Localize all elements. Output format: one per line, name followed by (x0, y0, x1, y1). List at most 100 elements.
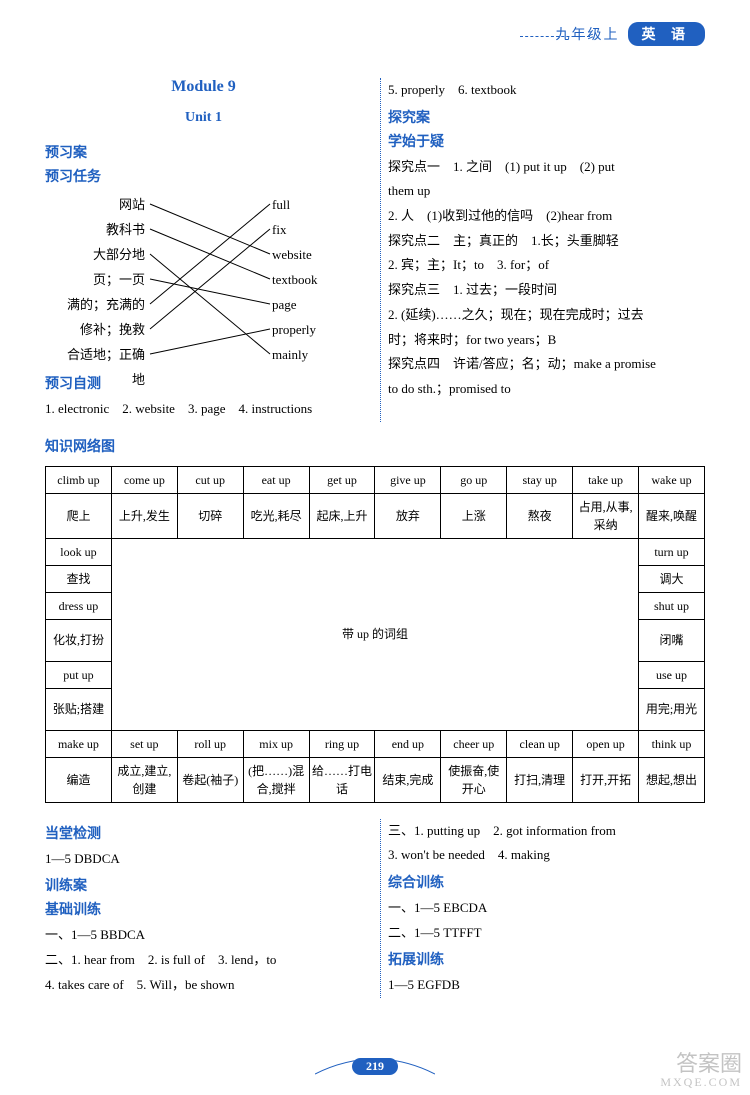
left-column: Module 9 Unit 1 预习案 预习任务 网站 教科书 大部分地 页；一… (45, 78, 370, 422)
match-left-item: 大部分地 (65, 242, 145, 267)
cell: 查找 (46, 565, 112, 592)
cell: make up (46, 730, 112, 757)
match-right-item: fix (272, 217, 342, 242)
cell: (把……)混合,搅拌 (243, 757, 309, 802)
cell: 醒来,唤醒 (639, 493, 705, 538)
right-line: 2. 宾；主；It；to 3. for；of (388, 253, 705, 278)
cell: open up (573, 730, 639, 757)
preview-case-heading: 预习案 (45, 142, 362, 162)
table-row: look up 带 up 的词组 turn up (46, 538, 705, 565)
answer-line: 1—5 DBDCA (45, 847, 362, 872)
cell: take up (573, 466, 639, 493)
column-divider (380, 78, 381, 422)
match-right-item: mainly (272, 342, 342, 367)
table-row: make up set up roll up mix up ring up en… (46, 730, 705, 757)
right-column: 5. properly 6. textbook 探究案 学始于疑 探究点一 1.… (380, 78, 705, 422)
preview-selftest-heading: 预习自测 (45, 373, 362, 393)
cell: 结束,完成 (375, 757, 441, 802)
cell: put up (46, 661, 112, 688)
watermark: 答案圈 MXQE.COM (660, 1052, 742, 1089)
answer-line: 二、1. hear from 2. is full of 3. lend，to (45, 948, 362, 973)
cell: 使振奋,使开心 (441, 757, 507, 802)
grade-label: 九年级上 (556, 24, 620, 44)
watermark-line2: MXQE.COM (660, 1076, 742, 1089)
cell: roll up (177, 730, 243, 757)
cell: 给……打电话 (309, 757, 375, 802)
cell: 上涨 (441, 493, 507, 538)
column-divider (380, 819, 381, 998)
comprehensive-train-heading: 综合训练 (388, 872, 705, 892)
knowledge-network-heading: 知识网络图 (45, 436, 705, 456)
top-columns: Module 9 Unit 1 预习案 预习任务 网站 教科书 大部分地 页；一… (45, 78, 705, 422)
basic-train-heading: 基础训练 (45, 899, 362, 919)
cell: end up (375, 730, 441, 757)
right-line: 时；将来时；for two years；B (388, 328, 705, 353)
answer-line: 4. takes care of 5. Will，be shown (45, 973, 362, 998)
cell: 吃光,耗尽 (243, 493, 309, 538)
match-right-item: website (272, 242, 342, 267)
right-line: 探究点一 1. 之间 (1) put it up (2) put (388, 155, 705, 180)
cell: 起床,上升 (309, 493, 375, 538)
cell: 打扫,清理 (507, 757, 573, 802)
answer-line: 1—5 EGFDB (388, 973, 705, 998)
cell: eat up (243, 466, 309, 493)
answer-line: 3. won't be needed 4. making (388, 843, 705, 868)
cell: wake up (639, 466, 705, 493)
explore-case-heading: 探究案 (388, 107, 705, 127)
cell: set up (111, 730, 177, 757)
header-dash-line (520, 36, 590, 37)
cell: turn up (639, 538, 705, 565)
cell: give up (375, 466, 441, 493)
cell: 编造 (46, 757, 112, 802)
right-line: 5. properly 6. textbook (388, 78, 705, 103)
watermark-line1: 答案圈 (660, 1052, 742, 1076)
cell: 张贴;搭建 (46, 688, 112, 730)
right-line: 探究点二 主；真正的 1.长；头重脚轻 (388, 229, 705, 254)
unit-title: Unit 1 (45, 110, 362, 126)
right-line: 2. (延续)……之久；现在；现在完成时；过去 (388, 303, 705, 328)
table-row: climb up come up cut up eat up get up gi… (46, 466, 705, 493)
match-left-item: 页；一页 (65, 267, 145, 292)
bottom-right-column: 三、1. putting up 2. got information from … (380, 819, 705, 998)
cell: cut up (177, 466, 243, 493)
right-line: them up (388, 179, 705, 204)
page-header: 九年级上 英 语 (556, 22, 706, 46)
match-left-item: 教科书 (65, 217, 145, 242)
table-row: 编造 成立,建立,创建 卷起(袖子) (把……)混合,搅拌 给……打电话 结束,… (46, 757, 705, 802)
cell: 爬上 (46, 493, 112, 538)
cell: 闭嘴 (639, 619, 705, 661)
right-line: 探究点三 1. 过去；一段时间 (388, 278, 705, 303)
train-case-heading: 训练案 (45, 875, 362, 895)
cell: 用完;用光 (639, 688, 705, 730)
cell: 占用,从事,采纳 (573, 493, 639, 538)
answer-line: 一、1—5 EBCDA (388, 896, 705, 921)
center-label: 带 up 的词组 (111, 538, 638, 730)
preview-task-heading: 预习任务 (45, 166, 362, 186)
right-line: 探究点四 许诺/答应；名；动；make a promise (388, 352, 705, 377)
bottom-columns: 当堂检测 1—5 DBDCA 训练案 基础训练 一、1—5 BBDCA 二、1.… (45, 819, 705, 998)
cell: ring up (309, 730, 375, 757)
match-right-item: page (272, 292, 342, 317)
cell: go up (441, 466, 507, 493)
match-right-item: textbook (272, 267, 342, 292)
match-right-list: full fix website textbook page properly … (272, 192, 342, 367)
cell: come up (111, 466, 177, 493)
cell: get up (309, 466, 375, 493)
answer-line: 一、1—5 BBDCA (45, 923, 362, 948)
cell: 想起,想出 (639, 757, 705, 802)
module-title: Module 9 (45, 78, 362, 96)
extend-train-heading: 拓展训练 (388, 949, 705, 969)
explore-start-heading: 学始于疑 (388, 131, 705, 151)
cell: look up (46, 538, 112, 565)
cell: clean up (507, 730, 573, 757)
cell: climb up (46, 466, 112, 493)
answer-line: 三、1. putting up 2. got information from (388, 819, 705, 844)
answer-line: 二、1—5 TTFFT (388, 921, 705, 946)
matching-diagram: 网站 教科书 大部分地 页；一页 满的；充满的 修补；挽救 合适地；正确地 fu… (45, 192, 362, 367)
cell: 化妆,打扮 (46, 619, 112, 661)
right-line: to do sth.；promised to (388, 377, 705, 402)
cell: 卷起(袖子) (177, 757, 243, 802)
page-number-badge: 219 (352, 1058, 398, 1075)
match-lines-svg (145, 192, 275, 367)
up-phrases-table: climb up come up cut up eat up get up gi… (45, 466, 705, 803)
